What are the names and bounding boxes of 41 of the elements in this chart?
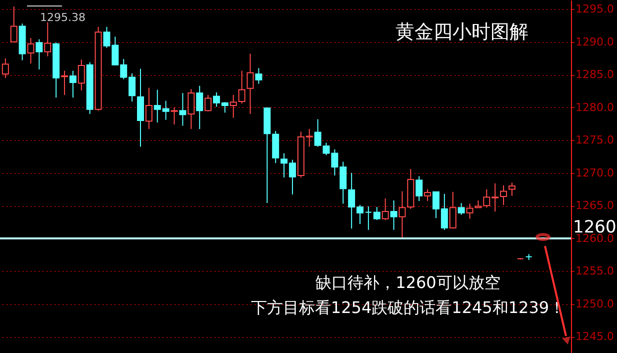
candlestick <box>424 188 432 202</box>
candlestick <box>188 88 195 130</box>
candlestick <box>78 59 85 91</box>
candlestick <box>61 70 68 96</box>
candlestick <box>145 87 152 130</box>
annotation: 缺口待补，1260可以放空 <box>316 273 500 292</box>
y-tick-label: 1250.0 <box>576 297 614 310</box>
y-tick-label: 1270.0 <box>576 166 614 180</box>
y-tick-label: 1295.0 <box>576 2 614 16</box>
candlestick <box>27 37 34 64</box>
candlestick <box>36 38 43 70</box>
candlestick <box>204 94 212 112</box>
y-tick-label: 1245.0 <box>576 330 614 344</box>
candlestick <box>466 203 474 220</box>
candlestick <box>382 198 389 221</box>
candlestick <box>373 206 380 221</box>
candlestick <box>508 182 516 196</box>
candlestick <box>196 85 204 130</box>
candlestick <box>137 68 144 148</box>
annotation: 下方目标看1254跌破的话看1245和1239！ <box>250 298 566 317</box>
y-tick-label: 1280.0 <box>576 100 614 114</box>
candlestick <box>458 202 465 216</box>
candlestick <box>179 92 186 126</box>
y-tick-label: 1275.0 <box>576 134 614 147</box>
y-tick-label: 1265.0 <box>576 199 614 212</box>
y-tick-label: 1285.0 <box>576 68 614 82</box>
candlestick <box>170 106 178 125</box>
candlestick <box>416 176 423 202</box>
candlestick <box>364 206 372 230</box>
candlestick <box>390 200 398 230</box>
text: 黄金四小时图解 <box>396 21 528 43</box>
candlestick <box>449 191 456 230</box>
candlestick <box>44 22 52 57</box>
candlestick <box>69 70 76 98</box>
candlestick <box>255 68 262 84</box>
candlestick <box>272 130 280 164</box>
candlestick <box>10 6 18 42</box>
annotation: 1295.38 <box>40 11 86 24</box>
y-tick-label: 1255.0 <box>576 264 614 278</box>
candlestick <box>246 53 254 114</box>
y-tick-label: 1290.0 <box>576 35 614 48</box>
